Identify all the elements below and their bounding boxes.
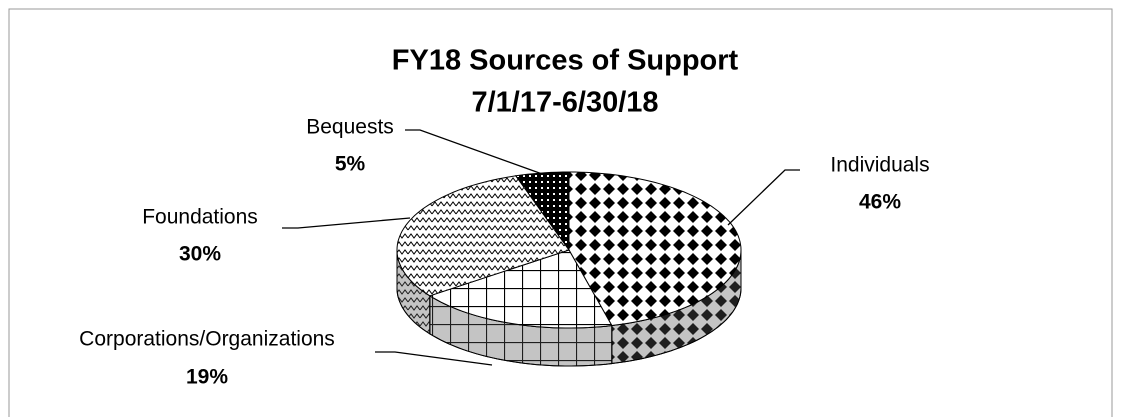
pie-slice xyxy=(428,249,613,329)
leader-line xyxy=(282,217,411,229)
pie xyxy=(396,171,742,367)
slice-label: Foundations xyxy=(142,206,258,229)
slice-label: Individuals xyxy=(830,154,929,177)
chart-subtitle: 7/1/17-6/30/18 xyxy=(471,87,658,119)
leader-line xyxy=(405,129,546,176)
slice-value-label: 19% xyxy=(186,366,228,389)
leader-line xyxy=(375,351,493,366)
pie-slice xyxy=(396,175,570,297)
slice-label: Bequests xyxy=(306,116,394,139)
slice-label: Corporations/Organizations xyxy=(79,328,335,351)
pie-slice xyxy=(514,171,570,252)
slice-value-label: 5% xyxy=(335,153,366,176)
slice-value-label: 30% xyxy=(179,243,221,266)
slice-value-label: 46% xyxy=(859,191,901,214)
chart-title: FY18 Sources of Support xyxy=(392,45,739,77)
leader-line xyxy=(727,169,800,226)
chart-border xyxy=(8,8,1113,417)
pie-slice xyxy=(568,171,742,327)
